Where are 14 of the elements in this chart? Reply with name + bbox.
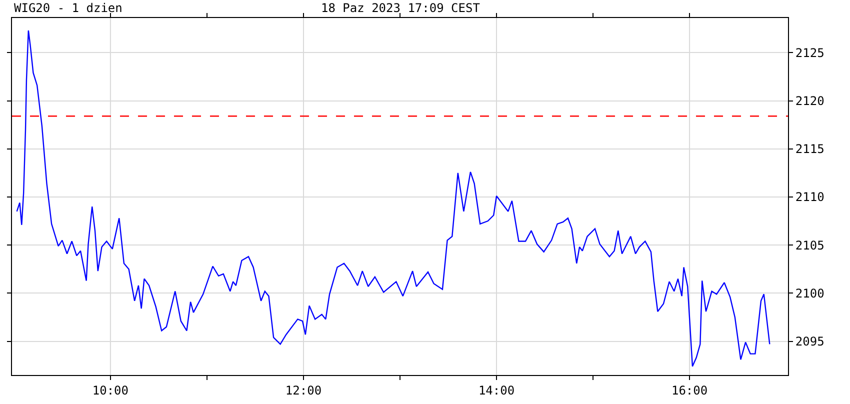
x-tick-label: 10:00 [92,383,129,398]
y-tick-label: 2110 [795,190,824,204]
chart-subtitle: 18 Paz 2023 17:09 CEST [321,1,480,15]
line-series [16,30,770,367]
chart-title: WIG20 - 1 dzien [14,1,122,15]
y-tick-label: 2115 [795,142,824,156]
y-tick-label: 2125 [795,46,824,60]
x-tick-label: 16:00 [671,383,708,398]
y-tick-label: 2100 [795,286,824,300]
x-tick-label: 12:00 [285,383,322,398]
x-tick-label: 14:00 [478,383,515,398]
y-tick-label: 2105 [795,238,824,252]
y-tick-label: 2120 [795,94,824,108]
y-tick-label: 2095 [795,334,824,349]
